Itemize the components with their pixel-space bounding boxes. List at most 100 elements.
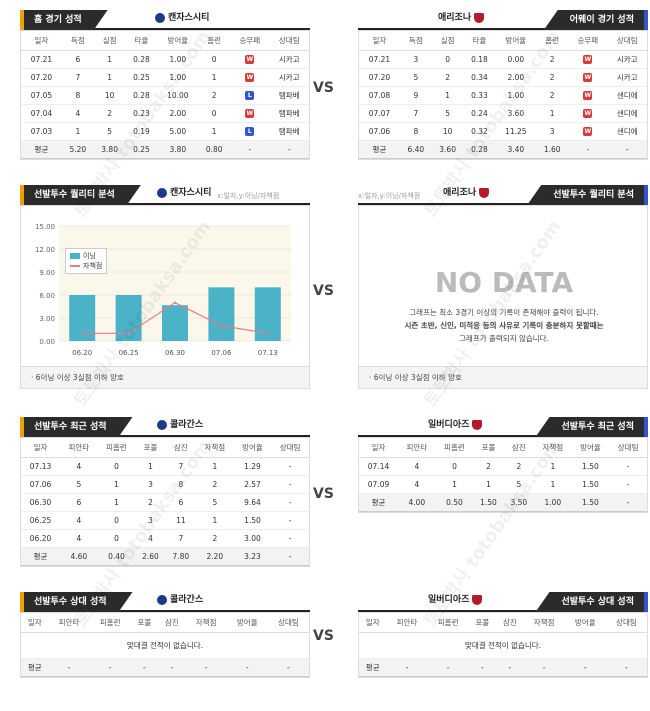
column-header: 포볼: [130, 613, 159, 633]
table-cell: 4: [61, 104, 94, 123]
table-cell: 2: [503, 457, 535, 476]
recent-right-tag: 선발투수 최근 성적: [535, 417, 648, 437]
table-row: 07.13 4 0 1 7 1 1.29-: [21, 457, 309, 476]
royals-logo-icon: [157, 595, 167, 605]
table-cell: 4: [398, 457, 436, 476]
column-header: 실점: [431, 31, 464, 51]
column-header: 일자: [359, 31, 400, 51]
result-badge: L: [230, 86, 270, 105]
no-data-message: 그래프는 최소 3경기 이상의 기록이 존재해야 출력이 됩니다. 시즌 초반,…: [359, 306, 649, 345]
table-cell: -: [158, 658, 186, 677]
table-cell: 0.80: [198, 140, 231, 159]
table-cell: 1: [97, 475, 136, 494]
table-cell: 1.50: [233, 511, 272, 530]
no-data-box: NO DATA 그래프는 최소 3경기 이상의 기록이 존재해야 출력이 됩니다…: [358, 205, 648, 367]
table-cell: 07.21: [359, 50, 400, 69]
table-cell: 0: [97, 457, 136, 476]
table-cell: 8: [165, 475, 197, 494]
average-row: 평균 - - - - - - -: [359, 658, 647, 677]
average-row: 평균 4.60 0.40 2.60 7.80 2.20 3.23-: [21, 547, 309, 566]
table-cell: 2: [198, 86, 231, 105]
table-cell: 1: [196, 511, 234, 530]
column-header: 피홈런: [427, 613, 469, 633]
column-header: 삼진: [165, 438, 197, 458]
table-cell: 0: [198, 50, 231, 69]
vs-right-team-label: 일버디아즈: [428, 595, 470, 605]
table-cell: -: [48, 658, 90, 677]
column-header: 홈런: [198, 31, 231, 51]
table-cell: -: [609, 475, 647, 494]
average-row: 평균 - - - - - - -: [21, 658, 309, 677]
home-team-label: 캔자스시티: [168, 13, 210, 23]
table-cell: 0.00: [495, 50, 537, 69]
vs-label-1: VS: [313, 80, 334, 96]
column-header: 방어율: [157, 31, 199, 51]
quality-left-team: 캔자스시티: [157, 188, 212, 198]
table-cell: 0.25: [125, 140, 158, 159]
table-cell: 탬파베: [269, 86, 309, 105]
vs-label-4: VS: [313, 628, 334, 644]
legend-innings: 이닝: [83, 252, 96, 260]
table-cell: 2.60: [135, 547, 166, 566]
table-cell: -: [496, 658, 524, 677]
recent-left-table: 일자 피안타 피홈런 포볼 삼진 자책점 방어율 상대팀 07.13 4 0 1 7 1 1.29-07.…: [21, 438, 309, 566]
table-cell: 0: [431, 50, 464, 69]
table-cell: -: [271, 457, 309, 476]
vs-right-panel: 일버디아즈 선발투수 상대 성적 일자 피안타 피홈런 포볼 삼진 자책점 방어율 상대팀 맞…: [358, 592, 648, 678]
recent-right-team: 일버디아즈: [428, 420, 483, 430]
y-tick-label: 3.00: [39, 315, 55, 323]
table-cell: 9.64: [233, 493, 272, 512]
table-cell: 3.60: [431, 140, 464, 159]
y-tick-label: 6.00: [39, 292, 55, 300]
table-cell: 0.28: [125, 86, 158, 105]
x-tick-label: 06.20: [72, 349, 92, 357]
table-cell: 07.07: [359, 104, 400, 123]
column-header: 득점: [61, 31, 94, 51]
quality-right-panel: x:일자,y:이닝/자책점 애리조나 선발투수 퀄리티 분석 NO DATA 그…: [358, 185, 648, 389]
result-badge: W: [568, 122, 608, 141]
table-cell: 5.20: [61, 140, 94, 159]
table-row: 07.14 4 0 2 2 1 1.50-: [359, 457, 647, 476]
column-header: 상대팀: [605, 613, 647, 633]
column-header: 상대팀: [607, 31, 647, 51]
result-badge: W: [568, 68, 608, 87]
table-cell: 2: [536, 86, 569, 105]
loss-badge-icon: L: [245, 91, 255, 100]
table-cell: -: [568, 140, 608, 159]
table-cell: 1.50: [571, 457, 610, 476]
table-cell: -: [427, 658, 469, 677]
table-cell: 0.34: [463, 68, 496, 87]
table-cell: 07.08: [359, 86, 400, 105]
table-cell: -: [130, 658, 159, 677]
table-cell: 06.30: [21, 493, 61, 512]
column-header: 방어율: [226, 613, 268, 633]
column-header: 피홈런: [97, 438, 136, 458]
y-tick-label: 12.00: [35, 246, 55, 254]
table-cell: 4: [60, 511, 98, 530]
legend-swatch-innings: [70, 253, 80, 259]
table-cell: 평균: [359, 140, 400, 159]
column-header: 득점: [399, 31, 432, 51]
table-cell: 4: [398, 475, 436, 494]
quality-right-team: 애리조나: [443, 188, 490, 198]
table-cell: 07.06: [21, 475, 61, 494]
table-cell: 샌디에: [607, 122, 647, 141]
table-row: 07.07 7 5 0.24 3.60 1 W 샌디에: [359, 104, 647, 123]
no-data-msg-2: 시즌 초반, 신인, 미적응 등의 사유로 기록이 충분하지 못할때는: [404, 321, 604, 330]
table-cell: -: [607, 140, 647, 159]
column-header: 방어율: [564, 613, 606, 633]
table-cell: 3.23: [233, 547, 272, 566]
table-cell: -: [271, 529, 309, 548]
recent-left-tag: 선발투수 최근 성적: [20, 417, 133, 437]
quality-right-footnote: · 6이닝 이상 3실점 이하 양호: [358, 367, 648, 389]
result-badge: W: [568, 50, 608, 69]
table-cell: 07.20: [21, 68, 62, 87]
table-cell: 10.00: [157, 86, 199, 105]
table-cell: 1: [196, 457, 234, 476]
table-cell: 3.60: [495, 104, 537, 123]
win-badge-icon: W: [583, 73, 593, 82]
table-cell: 8: [61, 86, 94, 105]
table-cell: 평균: [21, 658, 49, 677]
table-cell: 0.24: [463, 104, 496, 123]
x-tick-label: 07.13: [258, 349, 278, 357]
